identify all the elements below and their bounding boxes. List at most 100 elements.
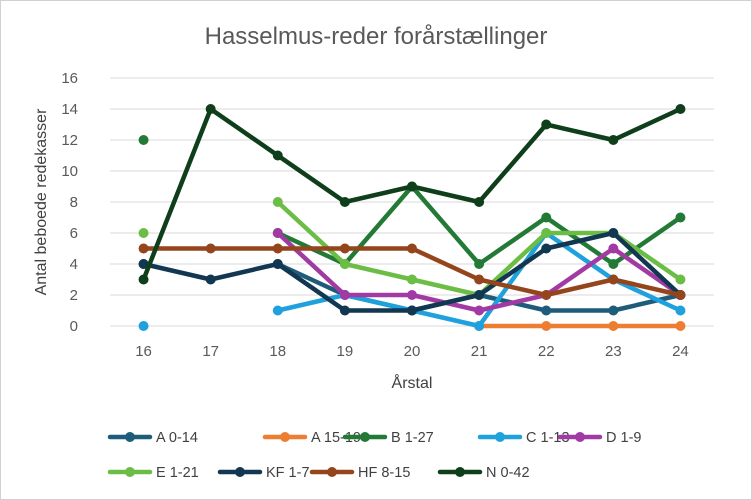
data-point — [675, 305, 686, 316]
x-axis-ticks: 16 17 18 19 20 21 22 23 24 — [135, 343, 689, 360]
x-tick-label: 16 — [135, 343, 152, 360]
x-axis-label: Årstal — [392, 373, 433, 392]
legend-marker — [455, 467, 465, 477]
legend-marker — [360, 432, 370, 442]
data-point — [339, 197, 350, 207]
legend-label: D 1-9 — [606, 430, 641, 446]
x-tick-label: 23 — [605, 343, 622, 360]
data-point — [339, 305, 350, 316]
data-point — [474, 290, 485, 300]
y-axis-ticks: 0 2 4 6 8 10 12 14 16 — [61, 70, 78, 335]
legend-label: A 0-14 — [156, 430, 198, 446]
data-point — [138, 228, 149, 238]
data-point — [407, 243, 417, 254]
data-point — [205, 104, 216, 114]
x-tick-label: 18 — [269, 343, 286, 360]
data-point — [608, 321, 619, 331]
legend-item: D 1-9 — [557, 430, 641, 446]
data-point — [474, 259, 485, 269]
gridlines — [110, 77, 714, 327]
data-point — [541, 243, 552, 254]
data-point — [541, 228, 552, 238]
data-point — [608, 243, 619, 254]
x-tick-label: 19 — [337, 343, 354, 360]
data-point — [272, 243, 283, 254]
y-tick-label: 0 — [70, 318, 78, 335]
series-8 — [138, 243, 686, 300]
chart-title: Hasselmus-reder forårstællinger — [205, 23, 548, 50]
series-2 — [474, 321, 686, 331]
data-point — [339, 259, 350, 269]
legend-item: A 0-14 — [107, 430, 198, 446]
data-point — [474, 305, 485, 316]
y-tick-label: 8 — [70, 194, 78, 211]
legend-label: C 1-13 — [526, 430, 570, 446]
x-tick-label: 21 — [471, 343, 488, 360]
legend-item: HF 8-15 — [309, 465, 410, 481]
legend-label: B 1-27 — [391, 430, 434, 446]
legend-item: KF 1-7 — [217, 465, 310, 481]
data-point — [474, 197, 485, 207]
legend-item: C 1-13 — [477, 430, 570, 446]
data-point — [608, 274, 619, 285]
legend-marker — [575, 432, 585, 442]
legend-item: E 1-21 — [107, 465, 199, 481]
data-point — [339, 243, 350, 254]
data-point — [474, 321, 485, 331]
y-tick-label: 2 — [70, 287, 78, 304]
data-point — [407, 274, 417, 285]
y-tick-label: 10 — [61, 163, 78, 180]
data-point — [407, 305, 417, 316]
data-point — [608, 305, 619, 316]
y-tick-label: 6 — [70, 225, 78, 242]
data-point — [138, 321, 149, 331]
legend-label: HF 8-15 — [358, 465, 410, 481]
legend-marker — [327, 467, 337, 477]
legend-marker — [235, 467, 245, 477]
legend-marker — [125, 467, 135, 477]
data-point — [138, 243, 149, 254]
data-point — [138, 259, 149, 269]
x-tick-label: 17 — [202, 343, 219, 360]
data-point — [675, 212, 686, 223]
legend-label: KF 1-7 — [266, 465, 310, 481]
legend-label: E 1-21 — [156, 465, 199, 481]
data-point — [272, 197, 283, 207]
y-tick-label: 4 — [70, 256, 78, 273]
x-tick-label: 20 — [404, 343, 421, 360]
series-layer — [138, 104, 686, 331]
y-tick-label: 16 — [61, 70, 78, 87]
data-point — [675, 321, 686, 331]
data-point — [541, 290, 552, 300]
legend-marker — [125, 432, 135, 442]
data-point — [675, 104, 686, 114]
series-9 — [138, 104, 686, 285]
legend-marker — [280, 432, 290, 442]
data-point — [541, 305, 552, 316]
data-point — [675, 290, 686, 300]
data-point — [541, 119, 552, 130]
data-point — [205, 243, 216, 254]
data-point — [608, 259, 619, 269]
y-tick-label: 14 — [61, 101, 78, 118]
data-point — [272, 259, 283, 269]
legend-label: N 0-42 — [486, 465, 530, 481]
data-point — [272, 150, 283, 161]
data-point — [339, 290, 350, 300]
data-point — [541, 212, 552, 223]
data-point — [138, 135, 149, 145]
data-point — [272, 305, 283, 316]
legend-marker — [495, 432, 505, 442]
legend-item: A 15-19 — [262, 430, 361, 446]
data-point — [407, 181, 417, 192]
legend-item: B 1-27 — [342, 430, 434, 446]
legend-item: N 0-42 — [437, 465, 530, 481]
data-point — [407, 290, 417, 300]
data-point — [474, 274, 485, 285]
data-point — [272, 228, 283, 238]
data-point — [205, 274, 216, 285]
data-point — [138, 274, 149, 285]
x-tick-label: 24 — [672, 343, 689, 360]
legend-label: A 15-19 — [311, 430, 361, 446]
